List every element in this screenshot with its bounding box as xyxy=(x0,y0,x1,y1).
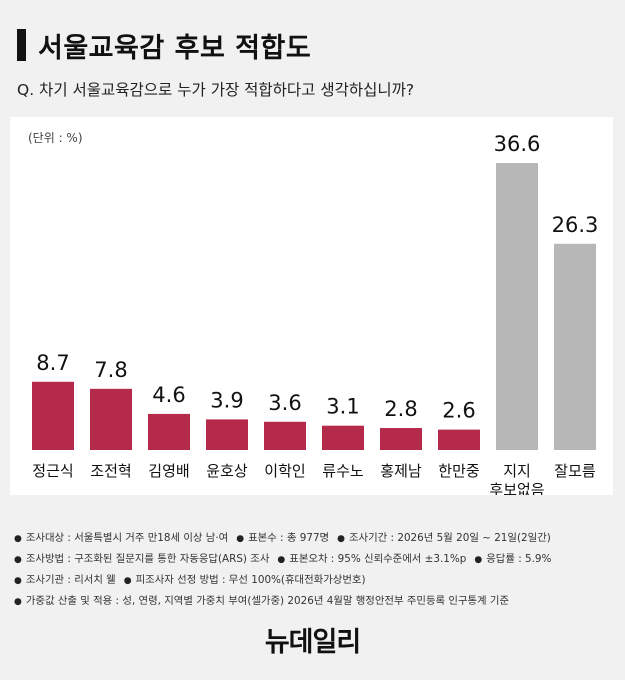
note-item: ● 조사기간 : 2026년 5월 20일 ~ 21일(2일간) xyxy=(337,532,551,544)
value-label-3: 3.9 xyxy=(210,388,243,412)
category-label-5: 류수노 xyxy=(322,462,364,480)
category-label-1: 조전혁 xyxy=(90,462,131,480)
bar-5 xyxy=(322,425,364,450)
note-item: ● 응답률 : 5.9% xyxy=(474,553,551,565)
survey-question: Q. 차기 서울교육감으로 누가 가장 적합하다고 생각하십니까? xyxy=(17,81,415,99)
bar-3 xyxy=(206,419,248,450)
value-label-9: 26.3 xyxy=(552,213,599,237)
bar-9 xyxy=(554,243,596,450)
bullet-icon: ● xyxy=(123,576,132,586)
note-text: 표본오차 : 95% 신뢰수준에서 ±3.1%p xyxy=(289,553,467,565)
bullet-icon: ● xyxy=(337,534,345,544)
category-label-2: 김영배 xyxy=(148,462,189,480)
bullet-icon: ● xyxy=(236,534,245,544)
bar-6 xyxy=(380,428,422,450)
note-text: 조사기간 : 2026년 5월 20일 ~ 21일(2일간) xyxy=(348,532,551,544)
note-item: ● 가중값 산출 및 적용 : 성, 연령, 지역별 가중치 부여(셀가중) 20… xyxy=(14,595,509,607)
note-text: 조사방법 : 구조화된 질문지를 통한 자동응답(ARS) 조사 xyxy=(25,553,270,565)
note-text: 조사대상 : 서울특별시 거주 만18세 이상 남·여 xyxy=(25,532,229,544)
value-label-8: 36.6 xyxy=(494,132,541,156)
note-text: 표본수 : 총 977명 xyxy=(248,532,330,544)
bullet-icon: ● xyxy=(14,576,22,586)
unit-label: (단위 : %) xyxy=(28,131,83,145)
chart-panel: (단위 : %) 8.7 정근식 7.8 조전혁 4.6 김영배 3.9 윤호상 3.6 이학인 3… xyxy=(10,117,613,495)
value-label-4: 3.6 xyxy=(268,391,301,415)
note-row-0: ● 조사대상 : 서울특별시 거주 만18세 이상 남·여 ● 표본수 : 총 977… xyxy=(14,528,614,549)
note-item: ● 조사기관 : 리서치 웰 xyxy=(14,574,116,586)
title-block: 서울교육감 후보 적합도 xyxy=(17,27,312,64)
value-label-0: 8.7 xyxy=(36,351,69,375)
value-label-6: 2.8 xyxy=(384,397,417,421)
note-text: 피조사자 선정 방법 : 무선 100%(휴대전화가상번호) xyxy=(135,574,366,586)
note-row-2: ● 조사기관 : 리서치 웰 ● 피조사자 선정 방법 : 무선 100%(휴대전화가… xyxy=(14,570,614,591)
category-label-4: 이학인 xyxy=(264,462,305,480)
bar-2 xyxy=(148,413,190,450)
bar-7 xyxy=(438,429,480,450)
category-label-0: 정근식 xyxy=(32,462,73,480)
note-item: ● 조사대상 : 서울특별시 거주 만18세 이상 남·여 xyxy=(14,532,228,544)
publisher-logo: 뉴데일리 xyxy=(0,620,625,659)
note-text: 조사기관 : 리서치 웰 xyxy=(25,574,116,586)
bullet-icon: ● xyxy=(14,597,22,607)
page-title: 서울교육감 후보 적합도 xyxy=(38,32,312,64)
note-text: 응답률 : 5.9% xyxy=(486,553,552,565)
category-label-7: 한만중 xyxy=(438,462,479,480)
category-label-8: 지지 후보없음 xyxy=(489,462,544,495)
category-label-9: 잘모름 xyxy=(554,462,596,480)
bullet-icon: ● xyxy=(14,555,22,565)
category-label-3: 윤호상 xyxy=(206,462,248,480)
bar-1 xyxy=(90,388,132,450)
category-label-6: 홍제남 xyxy=(380,462,422,480)
note-text: 가중값 산출 및 적용 : 성, 연령, 지역별 가중치 부여(셀가중) 202… xyxy=(25,595,510,607)
value-label-5: 3.1 xyxy=(326,395,359,419)
note-item: ● 피조사자 선정 방법 : 무선 100%(휴대전화가상번호) xyxy=(124,574,366,586)
bar-0 xyxy=(32,381,74,450)
note-row-1: ● 조사방법 : 구조화된 질문지를 통한 자동응답(ARS) 조사 ● 표본오차 :… xyxy=(14,549,614,570)
survey-notes: ● 조사대상 : 서울특별시 거주 만18세 이상 남·여 ● 표본수 : 총 977… xyxy=(14,528,614,612)
note-item: ● 조사방법 : 구조화된 질문지를 통한 자동응답(ARS) 조사 xyxy=(14,553,269,565)
title-accent-bar xyxy=(17,29,26,61)
note-item: ● 표본오차 : 95% 신뢰수준에서 ±3.1%p xyxy=(277,553,466,565)
value-label-7: 2.6 xyxy=(442,399,475,423)
bar-8 xyxy=(496,163,538,450)
bar-4 xyxy=(264,421,306,450)
logo-text: 뉴데일리 xyxy=(264,627,361,658)
bullet-icon: ● xyxy=(277,555,286,565)
note-row-3: ● 가중값 산출 및 적용 : 성, 연령, 지역별 가중치 부여(셀가중) 20… xyxy=(14,591,614,612)
bar-chart: 8.7 정근식 7.8 조전혁 4.6 김영배 3.9 윤호상 3.6 이학인 3.1 류수노 2.8 홍… xyxy=(32,132,599,495)
bullet-icon: ● xyxy=(14,534,22,544)
note-item: ● 표본수 : 총 977명 xyxy=(236,532,329,544)
value-label-1: 7.8 xyxy=(94,358,127,382)
bullet-icon: ● xyxy=(474,555,483,565)
value-label-2: 4.6 xyxy=(152,383,185,407)
